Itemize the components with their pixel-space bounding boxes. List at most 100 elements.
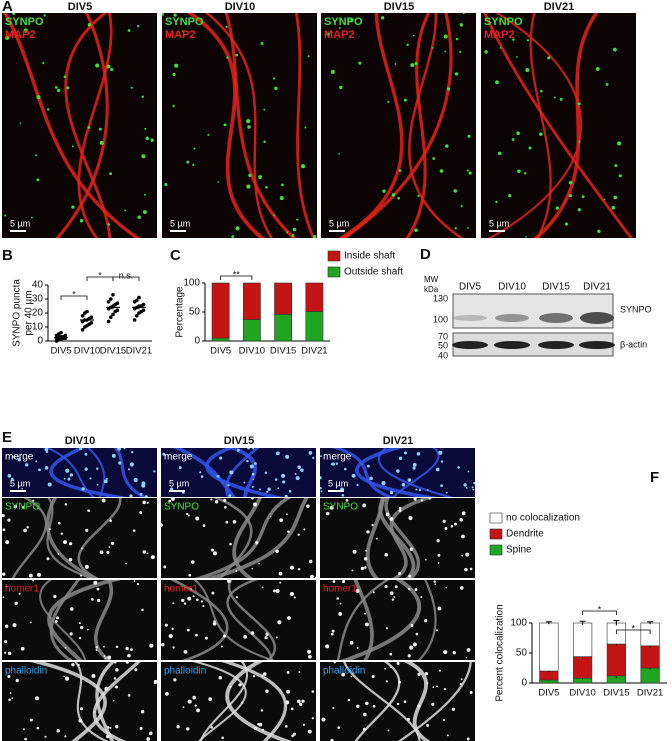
stain-label: SYNPO [324, 16, 363, 28]
x-tick-label: DIV10 [239, 346, 265, 357]
micrograph [2, 580, 157, 660]
punctum [308, 654, 312, 659]
punctum [547, 56, 551, 60]
data-point [80, 328, 85, 332]
punctum [424, 558, 427, 561]
punctum [443, 687, 447, 691]
punctum [420, 595, 423, 598]
neurite [186, 13, 266, 238]
stain-label: SYNPO [5, 16, 44, 28]
punctum [526, 39, 530, 42]
micrograph [161, 580, 316, 660]
punctum [417, 704, 421, 708]
bar-segment [305, 282, 324, 312]
punctum [261, 674, 264, 677]
punctum [398, 680, 401, 684]
punctum [188, 573, 192, 577]
punctum [89, 477, 92, 480]
punctum [294, 473, 297, 476]
punctum [187, 596, 192, 601]
punctum [260, 42, 264, 45]
punctum [298, 671, 301, 673]
punctum [195, 516, 200, 521]
punctum [453, 189, 458, 193]
punctum [412, 642, 417, 647]
punctum [217, 181, 220, 183]
punctum [274, 86, 278, 91]
punctum [150, 138, 154, 142]
punctum [412, 462, 417, 467]
image-bg [320, 580, 475, 660]
punctum [5, 540, 10, 545]
data-point [111, 293, 115, 297]
punctum [437, 553, 441, 557]
x-tick-label: DIV21 [301, 346, 327, 357]
significance-bracket [582, 610, 617, 615]
punctum [246, 119, 251, 124]
neurite [192, 662, 247, 741]
punctum [247, 448, 250, 450]
punctum [17, 458, 21, 462]
bar-segment [274, 314, 293, 342]
punctum [14, 601, 18, 605]
mw-marker: 40 [438, 350, 448, 360]
neurite [384, 498, 421, 578]
punctum [581, 195, 585, 199]
neurite [336, 580, 390, 660]
punctum [186, 628, 190, 632]
punctum [150, 555, 155, 560]
punctum [363, 712, 367, 717]
punctum [495, 200, 498, 204]
punctum [278, 571, 283, 576]
mw-marker: 100 [433, 314, 448, 324]
punctum [2, 513, 5, 518]
punctum [176, 725, 180, 729]
micrograph [2, 662, 157, 741]
punctum [251, 472, 255, 476]
y-tick-label: 30 [32, 294, 44, 305]
bar-segment [539, 670, 559, 681]
band-label: β-actin [620, 339, 647, 349]
neurite [170, 580, 229, 660]
punctum [38, 468, 41, 472]
punctum [235, 596, 239, 599]
neurite [340, 580, 422, 660]
punctum [414, 228, 418, 232]
bar-segment [305, 311, 324, 342]
punctum [310, 574, 314, 578]
punctum [462, 13, 465, 15]
punctum [295, 476, 300, 481]
neurite [55, 13, 109, 238]
punctum [356, 483, 359, 487]
punctum [440, 460, 444, 463]
punctum [613, 195, 618, 200]
image-content [2, 580, 154, 660]
punctum [539, 132, 543, 136]
punctum [469, 690, 473, 695]
neurite [64, 13, 112, 238]
punctum [110, 541, 115, 546]
punctum [410, 63, 415, 68]
punctum [372, 591, 375, 594]
punctum [428, 498, 431, 500]
neurite [487, 13, 583, 238]
punctum [125, 562, 128, 565]
punctum [261, 728, 265, 732]
punctum [406, 717, 410, 721]
image-content [483, 13, 634, 238]
punctum [69, 473, 74, 477]
punctum [192, 595, 195, 598]
band [579, 341, 615, 349]
data-point [109, 315, 113, 320]
punctum [69, 607, 74, 611]
punctum [267, 487, 271, 491]
panel-letter: E [2, 429, 12, 446]
punctum [525, 68, 529, 72]
punctum [43, 14, 46, 17]
row-label: merge [323, 452, 352, 463]
punctum [457, 466, 460, 469]
punctum [289, 592, 294, 597]
significance-bracket [220, 275, 253, 280]
punctum [48, 528, 51, 531]
punctum [467, 470, 470, 473]
